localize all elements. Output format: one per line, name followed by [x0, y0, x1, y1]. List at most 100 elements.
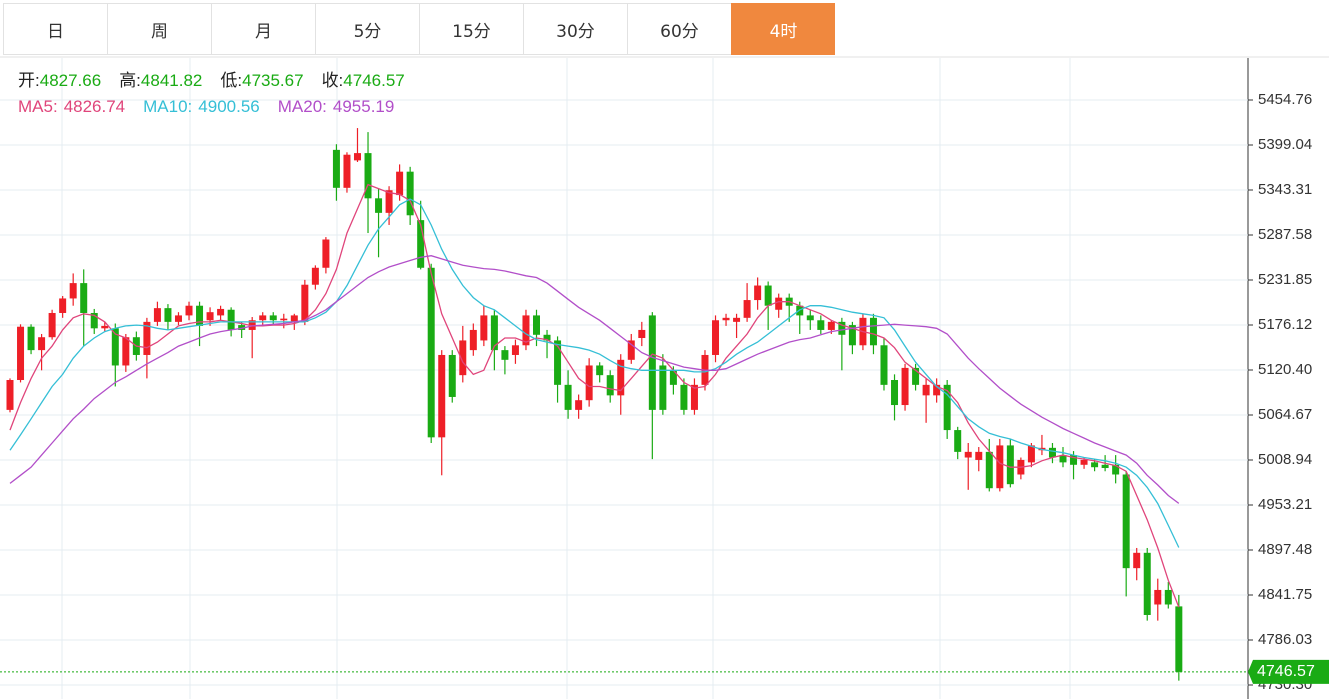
candle-body — [996, 445, 1004, 489]
candle-body — [38, 337, 46, 351]
candle-body — [480, 315, 488, 341]
candle-body — [754, 285, 762, 301]
candle-body — [6, 380, 14, 410]
candle-body — [743, 300, 751, 318]
period-tab[interactable]: 周 — [107, 3, 211, 55]
candle-body — [69, 283, 77, 299]
candle-body — [459, 340, 467, 376]
candle-body — [848, 325, 856, 346]
candle-body — [554, 340, 562, 385]
candle-body — [1048, 447, 1056, 458]
candle-body — [48, 312, 56, 338]
candle-body — [1154, 589, 1162, 605]
candle-body — [364, 153, 372, 199]
period-tab[interactable]: 5分 — [315, 3, 419, 55]
candle-body — [891, 380, 899, 406]
candle-body — [659, 365, 667, 410]
period-tab[interactable]: 30分 — [523, 3, 627, 55]
legend: 开:4827.66 高:4841.82 低:4735.67 收:4746.57 MA5:… — [18, 68, 423, 120]
candle-body — [901, 367, 909, 406]
period-tab[interactable]: 月 — [211, 3, 315, 55]
candle-body — [322, 239, 330, 268]
candles — [6, 128, 1183, 681]
candle-body — [27, 326, 35, 351]
y-tick-label: 4786.03 — [1258, 631, 1312, 648]
period-tab[interactable]: 日 — [3, 3, 107, 55]
candle-body — [122, 337, 130, 366]
ma-label: MA20: — [277, 97, 327, 116]
candle-body — [543, 334, 551, 341]
candle-body — [880, 345, 888, 385]
y-tick-label: 5120.40 — [1258, 361, 1312, 378]
candle-body — [174, 315, 182, 322]
candle-body — [806, 315, 814, 321]
candle-body — [617, 359, 625, 396]
candle-body — [80, 283, 88, 313]
candle-body — [1101, 464, 1109, 469]
candle-body — [448, 354, 456, 397]
candle-body — [564, 384, 572, 410]
candle-body — [59, 298, 67, 313]
candle-body — [722, 317, 730, 321]
ma-value: 4955.19 — [332, 97, 395, 116]
candle-body — [1091, 462, 1099, 468]
candle-body — [396, 171, 404, 196]
candle-body — [1006, 445, 1014, 485]
candle-body — [775, 297, 783, 310]
period-tab[interactable]: 4时 — [731, 3, 835, 55]
ma-label: MA10: — [143, 97, 193, 116]
candle-body — [143, 321, 151, 355]
ohlc-value: 4841.82 — [140, 71, 203, 90]
candle-body — [90, 312, 98, 329]
candle-body — [827, 321, 835, 330]
candle-body — [343, 154, 351, 188]
candle-body — [469, 329, 477, 351]
ma-line — [9, 198, 1180, 548]
candle-body — [301, 284, 309, 322]
candle-body — [164, 308, 172, 322]
candle-body — [638, 329, 646, 339]
candle-body — [933, 384, 941, 396]
period-tab[interactable]: 60分 — [627, 3, 731, 55]
ma-value: 4826.74 — [63, 97, 126, 116]
ma-value: 4900.56 — [198, 97, 260, 116]
candle-body — [648, 315, 656, 410]
ma-line — [9, 255, 1180, 504]
y-tick-label: 5008.94 — [1258, 451, 1312, 468]
candle-body — [280, 318, 288, 321]
candle-body — [332, 149, 340, 188]
candle-body — [101, 325, 109, 329]
period-tab[interactable]: 15分 — [419, 3, 523, 55]
candle-body — [111, 328, 119, 366]
candle-body — [153, 308, 161, 322]
candle-body — [522, 315, 530, 346]
candle-body — [596, 365, 604, 376]
candle-body — [248, 320, 256, 330]
candle-body — [690, 384, 698, 410]
candle-body — [511, 345, 519, 355]
y-tick-label: 4897.48 — [1258, 541, 1312, 558]
candle-body — [17, 326, 25, 381]
candle-body — [606, 375, 614, 396]
candle-body — [427, 267, 435, 438]
ohlc-label: 低: — [220, 71, 243, 90]
candle-body — [353, 153, 361, 161]
candle-body — [438, 354, 446, 438]
candle-body — [227, 309, 235, 330]
period-tabs: 日周月 5分 15分 30分 60分 4时 — [3, 3, 835, 57]
candle-body — [490, 315, 498, 351]
candle-body — [375, 198, 383, 213]
candle-body — [1175, 606, 1183, 672]
ohlc-value: 4735.67 — [242, 71, 304, 90]
candle-body — [238, 325, 246, 330]
ohlc-value: 4827.66 — [39, 71, 102, 90]
price-tag-label: 4746.57 — [1257, 663, 1315, 680]
y-tick-label: 5454.76 — [1258, 91, 1312, 108]
candle-body — [975, 451, 983, 460]
ohlc-value: 4746.57 — [343, 71, 405, 90]
candle-body — [922, 384, 930, 396]
y-tick-label: 4953.21 — [1258, 496, 1312, 513]
candle-body — [943, 384, 951, 431]
